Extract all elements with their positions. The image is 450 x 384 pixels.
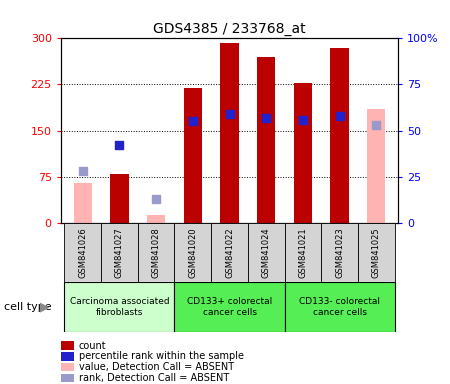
Bar xyxy=(284,282,395,332)
Point xyxy=(189,118,196,124)
Text: ▶: ▶ xyxy=(40,301,50,314)
Point xyxy=(153,196,160,202)
Text: GSM841025: GSM841025 xyxy=(372,227,381,278)
Point xyxy=(263,114,270,121)
Bar xyxy=(64,223,101,282)
Point xyxy=(226,111,233,117)
Point xyxy=(373,122,380,128)
Point xyxy=(116,142,123,148)
Text: GSM841026: GSM841026 xyxy=(78,227,87,278)
Text: GSM841022: GSM841022 xyxy=(225,227,234,278)
Bar xyxy=(294,83,312,223)
Bar xyxy=(358,223,395,282)
Text: Carcinoma associated
fibroblasts: Carcinoma associated fibroblasts xyxy=(70,298,169,317)
Text: CD133+ colorectal
cancer cells: CD133+ colorectal cancer cells xyxy=(187,298,272,317)
Text: GSM841024: GSM841024 xyxy=(262,227,271,278)
Text: GSM841020: GSM841020 xyxy=(188,227,197,278)
Text: percentile rank within the sample: percentile rank within the sample xyxy=(79,351,244,361)
Text: count: count xyxy=(79,341,106,351)
Bar xyxy=(220,43,238,223)
Title: GDS4385 / 233768_at: GDS4385 / 233768_at xyxy=(153,22,306,36)
Text: CD133- colorectal
cancer cells: CD133- colorectal cancer cells xyxy=(299,298,380,317)
Bar xyxy=(321,223,358,282)
Point xyxy=(336,113,343,119)
Bar xyxy=(367,109,385,223)
Text: rank, Detection Call = ABSENT: rank, Detection Call = ABSENT xyxy=(79,373,229,383)
Text: GSM841027: GSM841027 xyxy=(115,227,124,278)
Text: GSM841023: GSM841023 xyxy=(335,227,344,278)
Bar xyxy=(175,223,211,282)
Bar xyxy=(138,223,175,282)
Bar xyxy=(211,223,248,282)
Text: cell type: cell type xyxy=(4,302,52,312)
Bar xyxy=(284,223,321,282)
Text: value, Detection Call = ABSENT: value, Detection Call = ABSENT xyxy=(79,362,234,372)
Point xyxy=(299,116,306,122)
Bar xyxy=(64,282,175,332)
Bar xyxy=(330,48,349,223)
Bar xyxy=(175,282,284,332)
Bar xyxy=(147,215,165,223)
Bar xyxy=(184,88,202,223)
Text: GSM841028: GSM841028 xyxy=(152,227,161,278)
Point xyxy=(79,168,86,174)
Bar xyxy=(248,223,284,282)
Bar xyxy=(257,57,275,223)
Bar xyxy=(74,183,92,223)
Text: GSM841021: GSM841021 xyxy=(298,227,307,278)
Bar xyxy=(110,174,129,223)
Bar xyxy=(101,223,138,282)
